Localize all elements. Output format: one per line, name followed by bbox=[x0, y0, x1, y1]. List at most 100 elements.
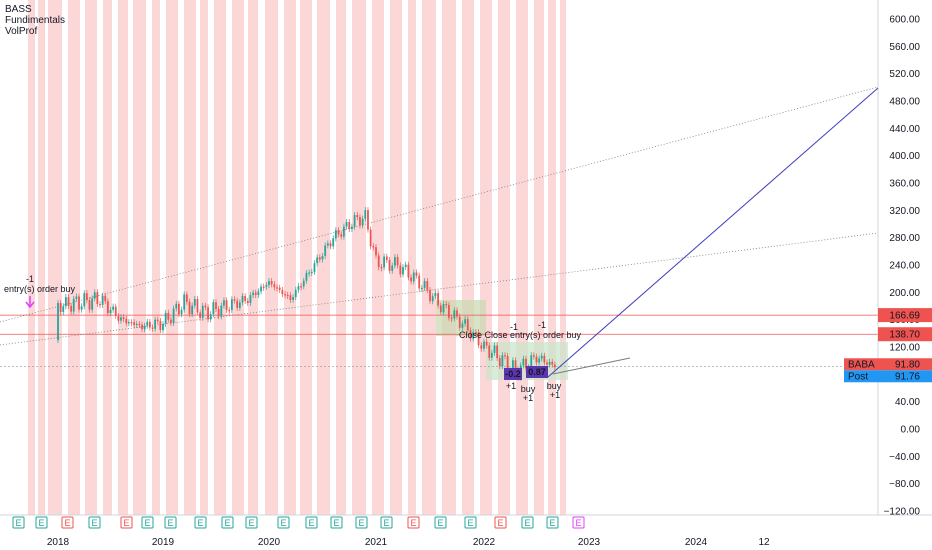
candle-body bbox=[154, 319, 157, 329]
earnings-marker-label: E bbox=[91, 518, 97, 528]
shade-band bbox=[390, 0, 402, 515]
earnings-marker-label: E bbox=[15, 518, 21, 528]
time-axis[interactable]: 2018 2019 2020 2021 2022 2023 2024 12 bbox=[47, 537, 770, 548]
candle-body bbox=[122, 317, 125, 319]
price-badge-value: 91.76 bbox=[895, 371, 920, 382]
candle-body bbox=[511, 360, 514, 371]
candle-body bbox=[193, 298, 196, 306]
candle-body bbox=[385, 256, 388, 261]
candle-body bbox=[394, 257, 396, 266]
candle-body bbox=[525, 358, 527, 369]
candle-body bbox=[281, 289, 284, 295]
candle-body bbox=[348, 222, 351, 230]
candle-body bbox=[88, 300, 91, 310]
candle-body bbox=[162, 323, 164, 331]
y-tick-label: 120.00 bbox=[889, 343, 920, 354]
candle-body bbox=[244, 296, 247, 301]
earnings-marker bbox=[164, 516, 177, 529]
candle-body bbox=[415, 272, 418, 276]
candle-body bbox=[506, 355, 509, 372]
candle-body bbox=[175, 303, 178, 309]
level-price-badge bbox=[878, 327, 932, 342]
indicator-volprof[interactable]: VolProf bbox=[5, 26, 38, 37]
value-badge bbox=[504, 368, 522, 380]
candlestick-series bbox=[57, 207, 556, 381]
y-tick-label: −80.00 bbox=[889, 479, 920, 490]
candle-body bbox=[159, 321, 162, 331]
candle-body bbox=[141, 324, 143, 330]
channel-line-upper bbox=[0, 86, 879, 323]
candle-body bbox=[543, 355, 546, 363]
earnings-marker bbox=[35, 516, 48, 529]
candle-body bbox=[410, 277, 412, 282]
indicator-bass[interactable]: BASS bbox=[5, 4, 32, 15]
candle-body bbox=[345, 222, 348, 227]
close-order-label: Close Close entry(s) order buy bbox=[459, 330, 582, 340]
shade-band bbox=[317, 0, 330, 515]
buy-qty-label: +1 bbox=[550, 390, 560, 400]
candle-body bbox=[249, 295, 252, 303]
indicator-fundimentals[interactable]: Fundimentals bbox=[5, 15, 66, 26]
earnings-marker-label: E bbox=[549, 518, 555, 528]
candle-body bbox=[437, 293, 439, 306]
candle-body bbox=[156, 319, 159, 322]
y-tick-label: −120.00 bbox=[884, 507, 921, 518]
candle-body bbox=[135, 323, 138, 326]
earnings-marker-label: E bbox=[410, 518, 416, 528]
candle-body bbox=[356, 215, 359, 218]
candle-body bbox=[231, 299, 233, 310]
candle-body bbox=[172, 308, 175, 323]
shade-band bbox=[85, 0, 97, 515]
y-tick-label: 560.00 bbox=[889, 42, 920, 53]
candle-body bbox=[429, 290, 431, 302]
y-tick-label: 360.00 bbox=[889, 179, 920, 190]
candle-body bbox=[225, 300, 228, 310]
candle-body bbox=[448, 305, 450, 318]
earnings-marker bbox=[572, 516, 585, 529]
candle-body bbox=[83, 293, 86, 307]
candle-body bbox=[183, 294, 186, 310]
value-badge-text: -0.2 bbox=[505, 369, 521, 379]
shade-band bbox=[548, 0, 556, 515]
candle-body bbox=[112, 306, 115, 310]
candle-body bbox=[220, 305, 223, 317]
candle-body bbox=[114, 306, 117, 316]
y-tick-label: −40.00 bbox=[889, 452, 920, 463]
candle-body bbox=[106, 301, 109, 314]
candle-body bbox=[538, 358, 541, 363]
candle-body bbox=[276, 287, 278, 289]
candle-body bbox=[442, 304, 445, 313]
value-badge-text: 0.87 bbox=[528, 367, 546, 377]
y-tick-label: 40.00 bbox=[895, 397, 920, 408]
shade-band bbox=[103, 0, 112, 515]
candle-body bbox=[246, 300, 249, 303]
projection-line bbox=[552, 357, 631, 375]
candle-body bbox=[310, 271, 313, 274]
candle-body bbox=[178, 303, 180, 315]
shade-band bbox=[232, 0, 244, 515]
earnings-marker bbox=[305, 516, 318, 529]
candle-body bbox=[223, 300, 225, 306]
candle-body bbox=[359, 217, 361, 226]
candle-body bbox=[233, 299, 236, 301]
y-tick-label: 440.00 bbox=[889, 124, 920, 135]
price-badge-symbol: BABA bbox=[848, 359, 875, 370]
candle-body bbox=[439, 305, 442, 313]
candle-body bbox=[343, 226, 345, 237]
candle-body bbox=[334, 230, 337, 239]
value-badge bbox=[526, 366, 548, 378]
candle-body bbox=[477, 332, 480, 346]
candle-body bbox=[369, 229, 372, 247]
price-axis[interactable]: 600.00 560.00 520.00 480.00 440.00 400.00 360.… bbox=[844, 15, 932, 518]
candle-body bbox=[238, 302, 241, 308]
chart-grid bbox=[0, 0, 932, 516]
candle-body bbox=[522, 358, 525, 366]
earnings-marker-label: E bbox=[467, 518, 473, 528]
earnings-marker-label: E bbox=[64, 518, 70, 528]
shade-band bbox=[336, 0, 346, 515]
candle-body bbox=[146, 321, 149, 326]
candle-body bbox=[78, 296, 80, 310]
